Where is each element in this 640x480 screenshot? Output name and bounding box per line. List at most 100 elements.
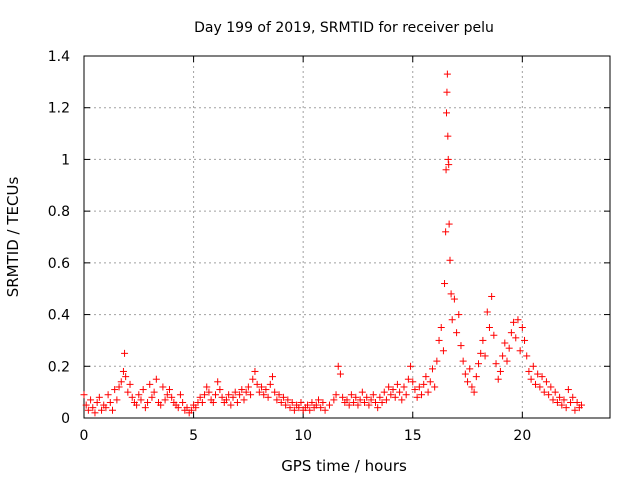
- data-point: [569, 393, 577, 401]
- data-point: [464, 378, 472, 386]
- data-point: [93, 398, 101, 406]
- data-point: [268, 373, 276, 381]
- data-point: [308, 398, 316, 406]
- data-point: [282, 401, 290, 409]
- data-point: [556, 393, 564, 401]
- data-point: [507, 329, 515, 337]
- data-point: [233, 398, 241, 406]
- data-point: [514, 316, 522, 324]
- data-point: [356, 396, 364, 404]
- x-tick-label: 10: [294, 428, 312, 444]
- data-point: [255, 388, 263, 396]
- data-point: [238, 386, 246, 394]
- data-point: [371, 398, 379, 406]
- grid: [84, 56, 610, 418]
- data-point: [376, 393, 384, 401]
- data-point: [336, 370, 344, 378]
- data-point: [573, 398, 581, 406]
- data-point: [545, 391, 553, 399]
- data-point: [523, 352, 531, 360]
- data-point: [387, 391, 395, 399]
- data-point: [393, 380, 401, 388]
- data-point: [369, 391, 377, 399]
- data-point: [214, 378, 222, 386]
- data-point: [240, 396, 248, 404]
- data-point: [448, 316, 456, 324]
- data-point: [249, 375, 257, 383]
- data-point: [183, 404, 191, 412]
- data-point: [137, 396, 145, 404]
- data-point: [481, 352, 489, 360]
- data-point: [422, 373, 430, 381]
- data-point: [271, 388, 279, 396]
- y-tick-label: 1.4: [48, 49, 70, 65]
- data-point: [435, 336, 443, 344]
- y-tick-label: 0.6: [48, 256, 70, 272]
- data-point: [279, 393, 287, 401]
- data-point: [119, 367, 127, 375]
- data-point: [363, 393, 371, 401]
- data-point: [218, 393, 226, 401]
- y-tick-label: 0.2: [48, 359, 70, 375]
- data-point: [117, 378, 125, 386]
- data-point: [95, 393, 103, 401]
- data-point: [540, 388, 548, 396]
- data-point: [442, 228, 450, 236]
- data-point: [222, 396, 230, 404]
- data-point: [325, 401, 333, 409]
- data-point: [516, 347, 524, 355]
- data-point: [453, 329, 461, 337]
- data-point: [510, 318, 518, 326]
- data-point: [521, 336, 529, 344]
- data-point: [558, 401, 566, 409]
- data-point: [343, 396, 351, 404]
- data-point: [571, 406, 579, 414]
- data-point: [361, 398, 369, 406]
- y-tick-label: 1.2: [48, 101, 70, 117]
- data-point: [332, 391, 340, 399]
- data-point: [470, 388, 478, 396]
- data-point: [150, 388, 158, 396]
- data-point: [385, 383, 393, 391]
- data-point: [431, 383, 439, 391]
- data-point: [174, 404, 182, 412]
- data-point: [275, 391, 283, 399]
- data-point: [439, 347, 447, 355]
- data-point: [290, 406, 298, 414]
- data-point: [102, 404, 110, 412]
- data-point: [98, 406, 106, 414]
- data-point: [168, 393, 176, 401]
- data-point: [192, 404, 200, 412]
- data-point: [253, 380, 261, 388]
- data-point: [441, 280, 449, 288]
- data-point: [82, 401, 90, 409]
- data-point: [525, 367, 533, 375]
- data-point: [87, 396, 95, 404]
- data-point: [518, 324, 526, 331]
- data-point: [227, 401, 235, 409]
- data-point: [242, 388, 250, 396]
- data-point: [196, 393, 204, 401]
- data-point: [201, 391, 209, 399]
- data-point: [409, 378, 417, 386]
- data-point: [277, 398, 285, 406]
- data-point: [106, 398, 114, 406]
- data-point: [445, 220, 453, 228]
- data-point: [126, 380, 134, 388]
- data-point: [445, 161, 453, 169]
- axis-ticks: 0 0.2 0.4 0.6 0.8 1 1.2 1.4 0 5 10 15 20: [48, 49, 610, 444]
- data-point: [477, 349, 485, 357]
- data-point: [317, 404, 325, 412]
- data-point: [352, 393, 360, 401]
- data-point: [413, 393, 421, 401]
- data-point: [104, 391, 112, 399]
- data-point: [461, 370, 469, 378]
- data-point: [251, 367, 259, 375]
- y-tick-label: 0.4: [48, 308, 70, 324]
- data-point: [538, 373, 546, 381]
- data-point: [334, 362, 342, 370]
- x-tick-label: 0: [80, 428, 89, 444]
- data-point: [450, 295, 458, 303]
- y-axis-title: SRMTID / TECUs: [4, 177, 22, 298]
- data-point: [389, 386, 397, 394]
